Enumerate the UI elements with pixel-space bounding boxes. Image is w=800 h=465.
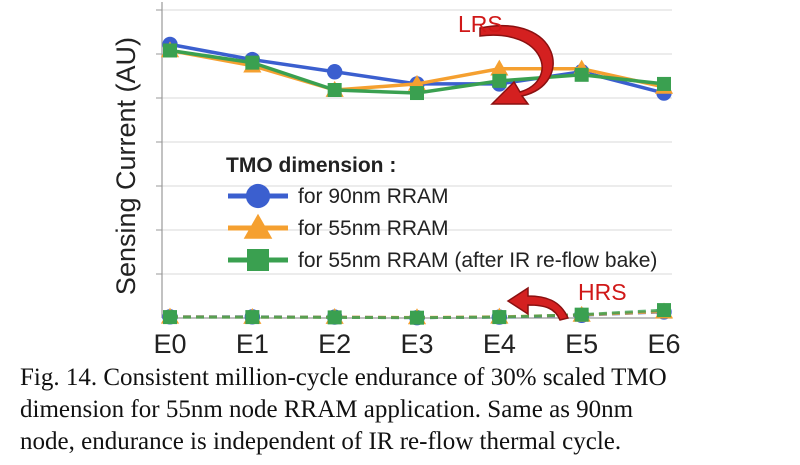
data-series [160, 36, 674, 326]
y-axis-label: Sensing Current (AU) [111, 37, 141, 295]
legend-title: TMO dimension : [226, 154, 396, 177]
hrs-arrow-icon [506, 286, 570, 321]
data-point [163, 310, 177, 325]
x-tick-label: E4 [483, 329, 516, 359]
legend-entry: for 55nm RRAM (after IR re-flow bake) [298, 249, 657, 272]
legend-entry: for 55nm RRAM [298, 217, 449, 240]
data-point [247, 249, 269, 271]
caption-line-2: dimension for 55nm node RRAM application… [20, 396, 634, 423]
figure-caption: Fig. 14. Consistent million-cycle endura… [20, 362, 782, 458]
data-point [492, 310, 507, 325]
x-tick-labels: E0 E1 E2 E3 E4 E5 E6 [153, 329, 680, 359]
data-point [492, 73, 507, 88]
data-point [657, 76, 671, 91]
caption-line-3: node, endurance is independent of IR re-… [20, 428, 622, 455]
data-point [245, 183, 271, 209]
x-tick-label: E6 [647, 329, 680, 359]
data-point [327, 310, 342, 325]
hrs-annotation: HRS [578, 279, 627, 305]
data-point [326, 64, 343, 80]
x-tick-label: E0 [153, 329, 186, 359]
data-point [245, 55, 260, 70]
data-point [574, 307, 589, 322]
legend: TMO dimension : for 90nm RRAM for 55nm RR… [226, 154, 657, 272]
endurance-chart: E0 E1 E2 E3 E4 E5 E6 Sensing Current (AU) LRS … [111, 2, 681, 359]
x-tick-label: E5 [565, 329, 598, 359]
x-tick-label: E1 [236, 329, 269, 359]
lrs-arrow-icon [479, 25, 554, 105]
data-point [574, 67, 589, 82]
data-point [163, 43, 177, 58]
x-tick-label: E3 [400, 329, 433, 359]
legend-entry: for 90nm RRAM [298, 185, 449, 208]
lrs-annotation: LRS [458, 11, 503, 37]
x-tick-label: E2 [318, 329, 351, 359]
data-point [410, 310, 424, 325]
data-point [245, 310, 260, 325]
data-point [657, 303, 671, 318]
data-point [243, 213, 273, 239]
data-point [490, 59, 509, 76]
data-point [410, 86, 424, 101]
caption-line-1: Fig. 14. Consistent million-cycle endura… [20, 364, 667, 391]
data-point [327, 83, 342, 97]
